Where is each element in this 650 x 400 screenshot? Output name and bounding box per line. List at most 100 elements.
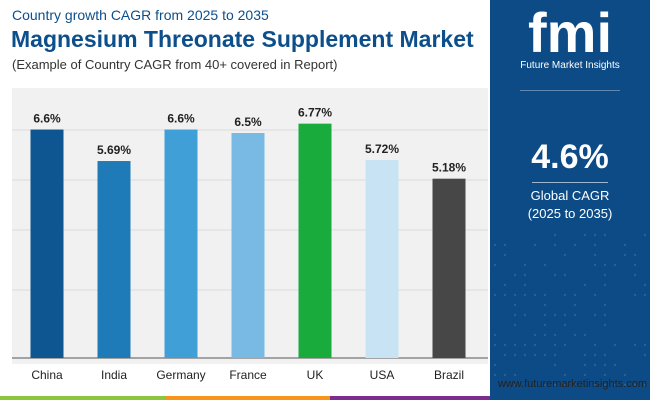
global-cagr-label: Global CAGR — [530, 188, 610, 203]
decorative-dot — [563, 383, 567, 387]
decorative-dot — [533, 293, 537, 297]
decorative-dot — [613, 263, 617, 267]
decorative-dot — [523, 283, 527, 287]
decorative-dot — [503, 373, 507, 377]
sidebar-divider — [520, 90, 620, 91]
decorative-dot — [593, 313, 597, 317]
decorative-dot — [583, 353, 587, 357]
decorative-dot — [543, 353, 547, 357]
footer-bar-purple — [330, 396, 490, 400]
decorative-dot — [633, 253, 637, 257]
decorative-dot — [493, 263, 497, 267]
decorative-dot — [573, 243, 577, 247]
decorative-dot — [513, 273, 517, 277]
decorative-dot — [633, 383, 637, 387]
decorative-dot — [563, 313, 567, 317]
decorative-dot — [633, 273, 637, 277]
bar-brazil — [432, 178, 466, 358]
decorative-dot — [623, 383, 627, 387]
decorative-dot — [533, 353, 537, 357]
decorative-dot — [553, 353, 557, 357]
decorative-dot — [523, 343, 527, 347]
bar-uk — [298, 123, 332, 359]
decorative-dot — [543, 333, 547, 337]
decorative-dot — [493, 293, 497, 297]
decorative-dot — [603, 323, 607, 327]
decorative-dot — [503, 253, 507, 257]
decorative-dot-pattern — [493, 233, 647, 387]
decorative-dot — [593, 253, 597, 257]
x-tick-label: Germany — [156, 368, 205, 382]
decorative-dot — [593, 293, 597, 297]
decorative-dot — [503, 353, 507, 357]
decorative-dot — [553, 273, 557, 277]
decorative-dot — [643, 283, 647, 287]
decorative-dot — [593, 233, 597, 237]
decorative-dot — [563, 343, 567, 347]
footer-bar-orange — [165, 396, 330, 400]
decorative-dot — [503, 243, 507, 247]
decorative-dot — [623, 243, 627, 247]
decorative-dot — [643, 353, 647, 357]
bar-france — [231, 133, 265, 358]
decorative-dot — [633, 293, 637, 297]
decorative-dot — [513, 323, 517, 327]
decorative-dot — [503, 343, 507, 347]
decorative-dot — [573, 333, 577, 337]
decorative-dot — [503, 283, 507, 287]
decorative-dot — [593, 353, 597, 357]
logo-text: fmi — [528, 1, 612, 64]
global-cagr-value: 4.6% — [531, 138, 609, 176]
decorative-dot — [603, 383, 607, 387]
decorative-dot — [603, 373, 607, 377]
decorative-dot — [493, 243, 497, 247]
decorative-dot — [493, 333, 497, 337]
decorative-dot — [513, 383, 517, 387]
decorative-dot — [563, 293, 567, 297]
decorative-dot — [563, 323, 567, 327]
decorative-dot — [513, 343, 517, 347]
x-tick-label: India — [101, 368, 127, 382]
decorative-dot — [583, 373, 587, 377]
decorative-dot — [643, 383, 647, 387]
bar-usa — [365, 160, 399, 358]
decorative-dot — [633, 263, 637, 267]
decorative-dot — [593, 243, 597, 247]
decorative-dot — [643, 233, 647, 237]
decorative-dot — [543, 293, 547, 297]
decorative-dot — [603, 303, 607, 307]
decorative-dot — [603, 273, 607, 277]
chart-note: (Example of Country CAGR from 40+ covere… — [12, 57, 338, 72]
decorative-dot — [613, 343, 617, 347]
footer-bar-blue — [490, 396, 650, 400]
decorative-dot — [493, 343, 497, 347]
website-url: www.futuremarketinsights.com — [497, 378, 647, 390]
decorative-dot — [523, 293, 527, 297]
decorative-dot — [593, 383, 597, 387]
decorative-dot — [543, 313, 547, 317]
decorative-dot — [583, 233, 587, 237]
decorative-dot — [573, 293, 577, 297]
decorative-dot — [633, 343, 637, 347]
decorative-dot — [593, 363, 597, 367]
data-label: 5.72% — [365, 142, 399, 156]
decorative-dot — [623, 253, 627, 257]
header: Country growth CAGR from 2025 to 2035 Ma… — [0, 0, 490, 84]
cagr-underline — [532, 182, 608, 183]
global-cagr-period: (2025 to 2035) — [527, 206, 613, 221]
decorative-dot — [593, 263, 597, 267]
decorative-dot — [543, 303, 547, 307]
decorative-dot — [603, 353, 607, 357]
decorative-dot — [533, 243, 537, 247]
bar-india — [97, 161, 131, 358]
decorative-dot — [573, 303, 577, 307]
decorative-dot — [583, 283, 587, 287]
decorative-dot — [603, 283, 607, 287]
bar-china — [30, 129, 64, 358]
decorative-dot — [603, 313, 607, 317]
chart-subtitle: Country growth CAGR from 2025 to 2035 — [12, 7, 269, 23]
x-tick-label: UK — [307, 368, 324, 382]
x-tick-label: France — [229, 368, 267, 382]
data-label: 5.18% — [432, 161, 466, 175]
decorative-dot — [613, 383, 617, 387]
